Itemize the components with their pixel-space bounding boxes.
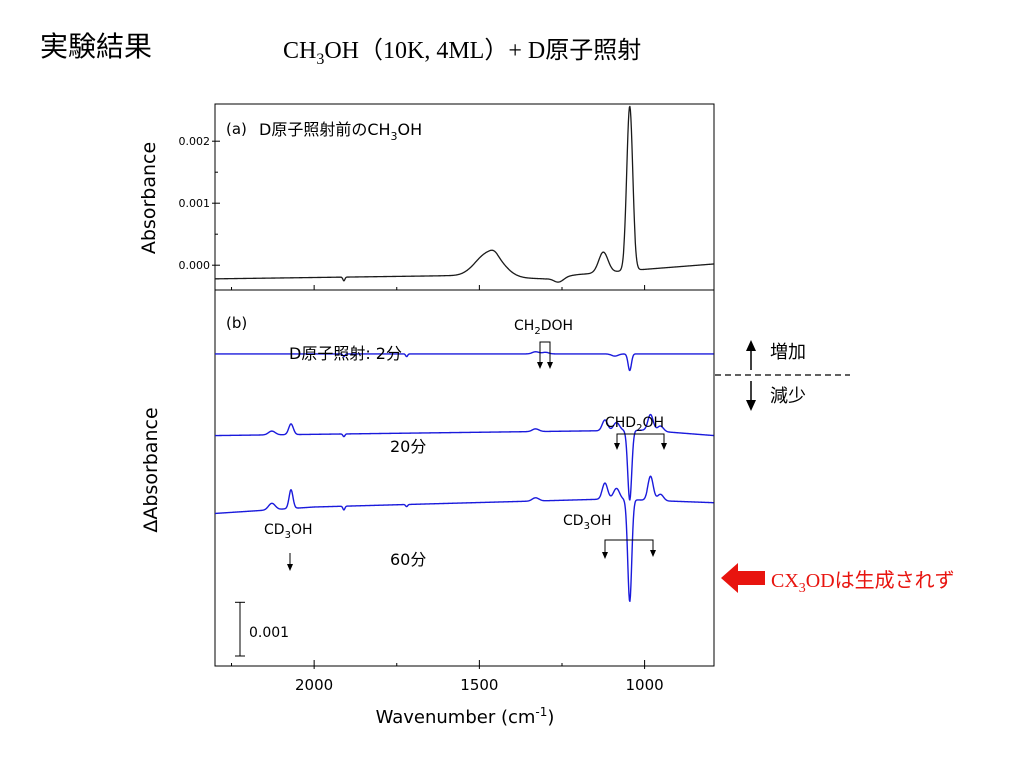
annotation-ch2doh-arrowheads bbox=[537, 362, 553, 369]
x-tick-label: 2000 bbox=[295, 676, 333, 694]
decrease-arrow-icon bbox=[746, 381, 756, 411]
subtitle-part-a: CH bbox=[283, 38, 316, 64]
slide-heading: 実験結果 bbox=[40, 30, 152, 63]
x-axis-label: Wavenumber (cm-1) bbox=[376, 705, 555, 728]
trace-60min bbox=[214, 475, 714, 603]
panel-a-ytick-label: 0.000 bbox=[179, 259, 211, 272]
panel-b-label: (b) bbox=[226, 314, 247, 332]
x-tick-labels: 2000 1500 1000 bbox=[295, 676, 664, 694]
slide-subtitle: CH3OH（10K, 4ML）+ D原子照射 bbox=[283, 37, 641, 68]
x-axis-label-sup: -1 bbox=[535, 705, 547, 719]
annotation-chd2oh-sub: 2 bbox=[636, 423, 642, 434]
annotation-chd2oh-c: OH bbox=[642, 415, 664, 431]
x-axis-label-a: Wavenumber (cm bbox=[376, 707, 536, 728]
annotation-cd3oh-right-a: CD bbox=[563, 513, 584, 529]
red-arrow-icon bbox=[721, 563, 765, 593]
increase-arrow-icon bbox=[746, 340, 756, 370]
scalebar bbox=[235, 601, 245, 657]
panel-a-ticks bbox=[212, 140, 646, 290]
trace-20min bbox=[214, 413, 714, 501]
annotation-cd3oh-right-arrowheads bbox=[602, 550, 656, 559]
annotation-ch2doh: CH2DOH bbox=[514, 318, 573, 337]
trace-60min-label: 60分 bbox=[390, 550, 426, 569]
annotation-ch2doh-a: CH bbox=[514, 318, 534, 334]
increase-label: 増加 bbox=[770, 342, 806, 363]
annotation-ch2doh-c: DOH bbox=[541, 318, 573, 334]
note-part-a: CX bbox=[771, 570, 799, 592]
note-part-c: ODは生成されず bbox=[806, 569, 955, 592]
annotation-ch2doh-arrows bbox=[539, 341, 551, 366]
note-subscript: 3 bbox=[799, 581, 806, 596]
panel-a-title: D原子照射前のCH3OH bbox=[259, 120, 422, 143]
panel-a-title-part-c: OH bbox=[398, 120, 423, 139]
note-text: CX3ODは生成されず bbox=[771, 569, 955, 596]
panel-b-ticks bbox=[231, 660, 646, 669]
annotation-cd3oh-right-c: OH bbox=[590, 513, 612, 529]
x-tick-label: 1500 bbox=[460, 676, 498, 694]
subtitle-part-c: OH（10K, 4ML）+ D原子照射 bbox=[324, 37, 641, 64]
x-tick-label: 1000 bbox=[626, 676, 664, 694]
decrease-label: 減少 bbox=[770, 386, 806, 407]
panel-a-label: (a) bbox=[226, 120, 247, 138]
annotation-chd2oh-bracket bbox=[616, 433, 665, 446]
panel-a-ytick-label: 0.001 bbox=[179, 197, 211, 210]
annotation-ch2doh-sub: 2 bbox=[534, 326, 540, 337]
trace-2min-label: D原子照射: 2分 bbox=[289, 344, 402, 363]
annotation-cd3oh-left-sub: 3 bbox=[285, 530, 291, 541]
trace-2min bbox=[214, 351, 714, 372]
scalebar-label: 0.001 bbox=[249, 625, 289, 641]
panel-a-ytick-label: 0.002 bbox=[179, 135, 211, 148]
annotation-cd3oh-left: CD3OH bbox=[264, 522, 312, 541]
annotation-chd2oh-arrowheads bbox=[614, 443, 667, 450]
annotation-chd2oh: CHD2OH bbox=[605, 415, 664, 434]
annotation-cd3oh-left-a: CD bbox=[264, 522, 285, 538]
x-axis-label-c: ) bbox=[547, 707, 554, 728]
panel-b-ylabel: ΔAbsorbance bbox=[140, 407, 162, 532]
trace-20min-label: 20分 bbox=[390, 437, 426, 456]
annotation-cd3oh-right-bracket bbox=[604, 539, 654, 555]
panel-a-title-subscript: 3 bbox=[391, 130, 398, 143]
panel-a-spectrum bbox=[214, 105, 714, 283]
annotation-cd3oh-right: CD3OH bbox=[563, 513, 611, 532]
subtitle-subscript: 3 bbox=[316, 51, 324, 68]
panel-a-ylabel: Absorbance bbox=[138, 142, 160, 254]
annotation-cd3oh-left-arrowhead bbox=[287, 564, 293, 571]
annotation-cd3oh-left-c: OH bbox=[291, 522, 313, 538]
panel-a-ytick-labels: 0.000 0.001 0.002 bbox=[179, 135, 211, 272]
annotation-chd2oh-a: CHD bbox=[605, 415, 636, 431]
panel-a-title-part-a: D原子照射前のCH bbox=[259, 120, 391, 139]
panel-b-frame bbox=[214, 289, 715, 667]
annotation-cd3oh-right-sub: 3 bbox=[584, 521, 590, 532]
